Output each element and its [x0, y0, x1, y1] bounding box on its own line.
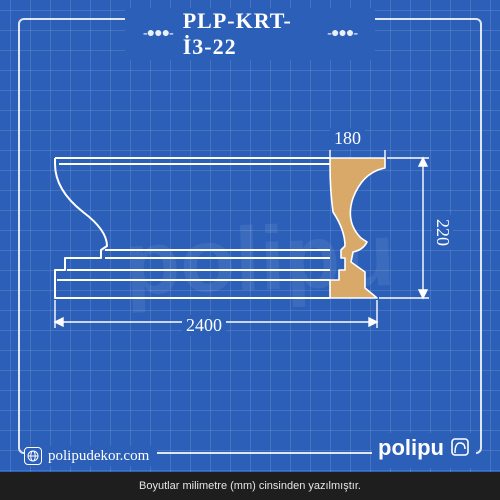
globe-icon — [24, 447, 42, 465]
product-code-title: -●●●- PLP-KRT-İ3-22 -●●●- — [125, 8, 375, 60]
dimension-width: 180 — [330, 128, 365, 149]
brand-logo: polipu — [372, 433, 476, 468]
unit-note: Boyutlar milimetre (mm) cinsinden yazılm… — [139, 480, 361, 492]
title-deco-left: -●●●- — [143, 26, 173, 42]
blueprint-canvas: -●●●- PLP-KRT-İ3-22 -●●●- polipu — [0, 0, 500, 472]
profile-cross-section — [330, 158, 385, 298]
product-code-text: PLP-KRT-İ3-22 — [183, 8, 318, 60]
logo-text: polipu — [378, 435, 444, 460]
dimension-length: 2400 — [182, 315, 226, 336]
caption-strip: Boyutlar milimetre (mm) cinsinden yazılm… — [0, 472, 500, 500]
title-deco-right: -●●●- — [327, 26, 357, 42]
website-text: polipudekor.com — [48, 448, 149, 465]
molding-drawing — [45, 150, 445, 370]
website-link[interactable]: polipudekor.com — [24, 446, 157, 466]
dimension-height: 220 — [432, 215, 453, 250]
